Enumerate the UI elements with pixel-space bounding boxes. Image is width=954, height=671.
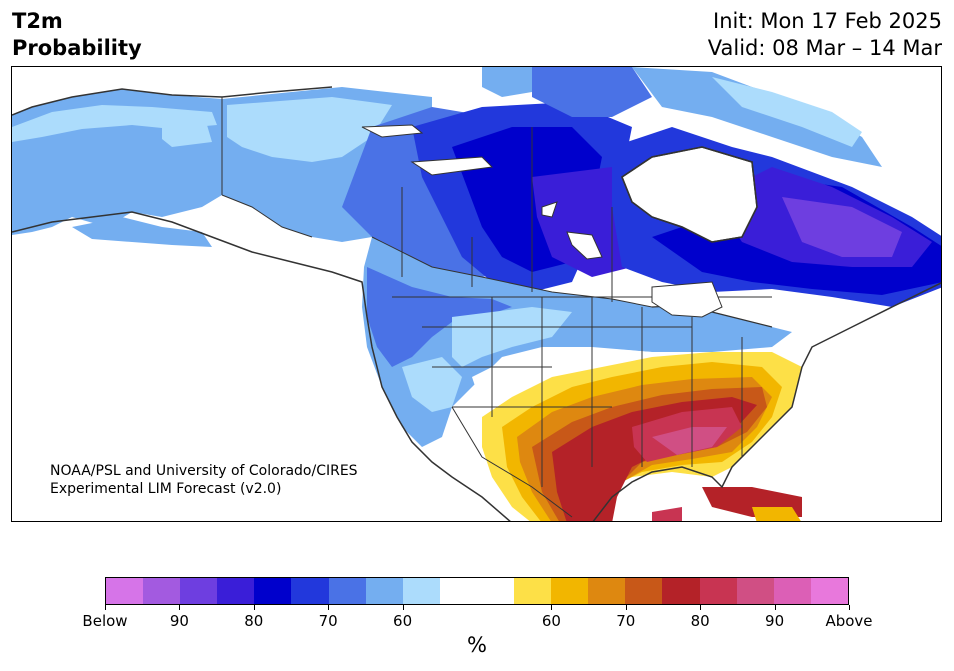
colorbar-tick-label: 70 <box>616 612 636 630</box>
colorbar-tick-label: 80 <box>244 612 264 630</box>
colorbar-tick-label: Below <box>82 612 128 630</box>
colorbar-segment <box>143 578 181 604</box>
colorbar-segment <box>476 578 515 604</box>
colorbar-tick-mark <box>849 605 850 610</box>
colorbar-tick-mark <box>179 605 181 610</box>
colorbar-segment <box>699 578 737 604</box>
colorbar-tick-label: 70 <box>318 612 338 630</box>
colorbar-segment <box>439 578 477 604</box>
colorbar-segment <box>365 578 403 604</box>
colorbar-segment <box>551 578 589 604</box>
map-canvas <box>12 67 941 521</box>
colorbar-segment <box>217 578 255 604</box>
colorbar-tick-mark <box>700 605 702 610</box>
map-title-line1: T2m <box>12 9 63 33</box>
colorbar-segment <box>328 578 366 604</box>
colorbar-segment <box>180 578 218 604</box>
colorbar-tick-label: Above <box>825 612 873 630</box>
alaska-region <box>12 89 222 247</box>
probability-map: NOAA/PSL and University of Colorado/CIRE… <box>11 66 942 522</box>
map-title-line2: Probability <box>12 36 142 60</box>
us-west-region <box>362 237 792 447</box>
colorbar-segment <box>662 578 700 604</box>
colorbar-tick-mark <box>625 605 627 610</box>
colorbar-tick-mark <box>105 605 106 610</box>
colorbar-tick-label: 60 <box>393 612 413 630</box>
colorbar-tick-mark <box>328 605 330 610</box>
valid-dates: Valid: 08 Mar – 14 Mar <box>707 36 942 60</box>
colorbar-segment <box>402 578 440 604</box>
colorbar-segment <box>736 578 774 604</box>
colorbar-tick-mark <box>253 605 255 610</box>
colorbar-segment <box>588 578 626 604</box>
lakes <box>361 124 723 318</box>
colorbar-segment <box>514 578 552 604</box>
colorbar-tick-mark <box>402 605 404 610</box>
colorbar <box>105 577 849 605</box>
colorbar-tick-label: 80 <box>690 612 710 630</box>
colorbar-segment <box>106 578 144 604</box>
colorbar-segment <box>291 578 329 604</box>
map-title: T2m Probability <box>12 8 142 62</box>
canada-east-region <box>482 67 941 307</box>
boundary-lines <box>221 97 772 518</box>
data-credit: NOAA/PSL and University of Colorado/CIRE… <box>50 462 358 498</box>
colorbar-segment <box>625 578 663 604</box>
forecast-dates: Init: Mon 17 Feb 2025 Valid: 08 Mar – 14… <box>708 8 942 62</box>
colorbar-unit: % <box>467 633 487 657</box>
colorbar-segment <box>254 578 292 604</box>
colorbar-segment <box>773 578 811 604</box>
colorbar-tick-label: 90 <box>169 612 189 630</box>
init-date: Init: Mon 17 Feb 2025 <box>713 9 942 33</box>
colorbar-segment <box>810 578 848 604</box>
colorbar-tick-label: 90 <box>765 612 785 630</box>
credit-line1: NOAA/PSL and University of Colorado/CIRE… <box>50 463 358 479</box>
colorbar-tick-label: 60 <box>541 612 561 630</box>
colorbar-tick-mark <box>551 605 553 610</box>
credit-line2: Experimental LIM Forecast (v2.0) <box>50 481 282 497</box>
colorbar-tick-mark <box>774 605 776 610</box>
